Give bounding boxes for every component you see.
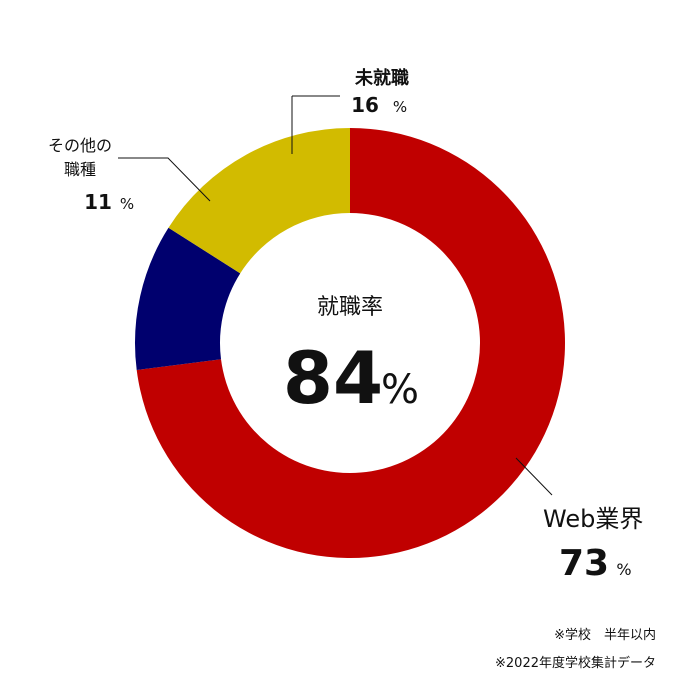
- slice-label-other-line-1: その他の: [48, 136, 112, 155]
- slice-label-other-line-2: 職種: [64, 160, 96, 179]
- slice-label-unemployed-name: 未就職: [355, 67, 409, 89]
- center-value: 84: [283, 336, 383, 420]
- center-label: 就職率: [317, 295, 383, 320]
- slice-unemployed: [168, 128, 350, 274]
- slice-label-web-name: Web業界: [543, 505, 643, 533]
- slice-label-other-value: 11: [84, 190, 112, 214]
- slice-label-unemployed-value: 16: [351, 93, 379, 117]
- slice-label-web-unit: %: [616, 560, 631, 579]
- leader-line-other: [118, 157, 211, 202]
- note-school-period: ※学校 半年以内: [554, 628, 656, 643]
- slice-web: [136, 128, 565, 558]
- center-unit: %: [381, 367, 419, 413]
- slice-label-other-unit: %: [120, 195, 134, 213]
- leader-line-web: [515, 457, 553, 496]
- note-data-source: ※2022年度学校集計データ: [495, 656, 656, 671]
- slice-label-web-value: 73: [559, 543, 609, 584]
- slice-label-unemployed-unit: %: [393, 98, 407, 116]
- slice-other: [135, 227, 241, 370]
